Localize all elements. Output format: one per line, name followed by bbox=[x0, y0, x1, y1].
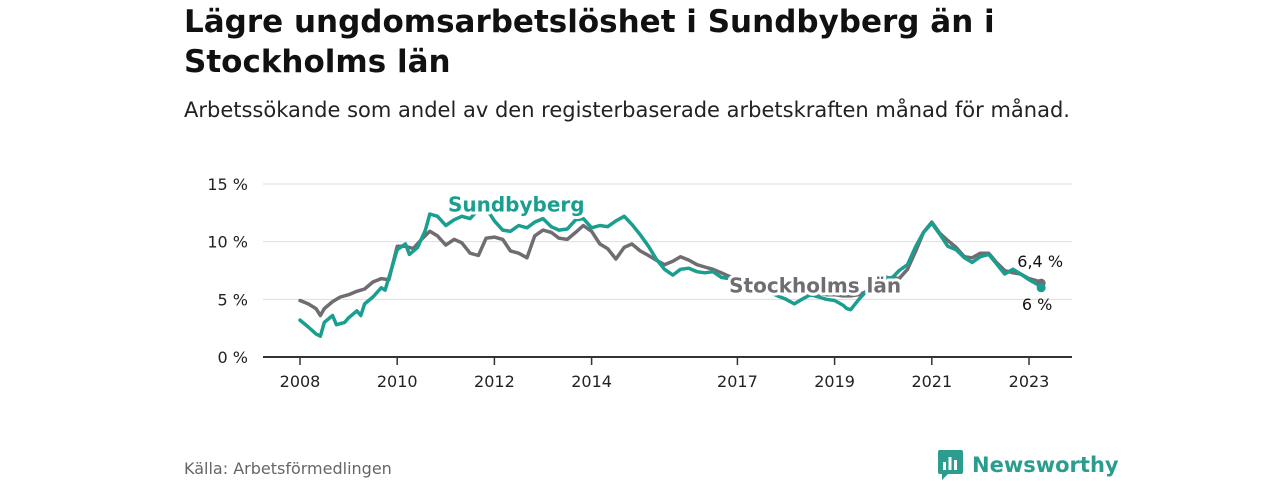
grid-lines bbox=[263, 183, 1072, 300]
y-tick-label: 5 % bbox=[218, 290, 248, 309]
y-tick-label: 0 % bbox=[218, 348, 248, 367]
y-axis-tick-labels: 0 % 5 % 10 % 15 % bbox=[207, 175, 248, 367]
line-chart: 0 %5 %10 %15 % 2008 2010 2012 2014 2017 2019 2… bbox=[207, 175, 1072, 391]
x-tick-label: 2012 bbox=[474, 372, 515, 391]
brand-name: Newsworthy bbox=[972, 453, 1119, 477]
chart-subtitle: Arbetssökande som andel av den registerb… bbox=[184, 98, 1070, 122]
end-point-sundbyberg bbox=[1036, 283, 1046, 293]
series-labels: Sundbyberg Stockholms län 6,4 % 6 % bbox=[445, 190, 1063, 314]
x-tick-label: 2017 bbox=[717, 372, 758, 391]
source-note: Källa: Arbetsförmedlingen bbox=[184, 459, 392, 478]
x-tick-label: 2019 bbox=[814, 372, 855, 391]
series-label-stockholms-lan: Stockholms län bbox=[729, 273, 901, 297]
x-tick-label: 2023 bbox=[1009, 372, 1050, 391]
newsworthy-chart-bubble-icon bbox=[938, 450, 963, 480]
x-tick-label: 2008 bbox=[280, 372, 321, 391]
y-tick-label: 10 % bbox=[207, 233, 248, 252]
x-tick-label: 2010 bbox=[377, 372, 418, 391]
x-tick-label: 2021 bbox=[911, 372, 952, 391]
chart-title: Lägre ungdomsarbetslöshet i Sundbyberg ä… bbox=[184, 4, 995, 80]
end-label-stockholms-lan: 6,4 % bbox=[1017, 252, 1063, 271]
brand-logo: Newsworthy bbox=[937, 449, 1119, 481]
series-label-sundbyberg: Sundbyberg bbox=[448, 193, 585, 217]
y-tick-label: 15 % bbox=[207, 175, 248, 194]
series-line-stockholms-lan bbox=[298, 220, 1043, 318]
series-lines bbox=[298, 206, 1046, 338]
series-line-sundbyberg bbox=[298, 206, 1043, 338]
x-axis: 2008 2010 2012 2014 2017 2019 2021 2023 bbox=[263, 356, 1072, 391]
end-label-sundbyberg: 6 % bbox=[1022, 295, 1052, 314]
x-tick-label: 2014 bbox=[571, 372, 612, 391]
